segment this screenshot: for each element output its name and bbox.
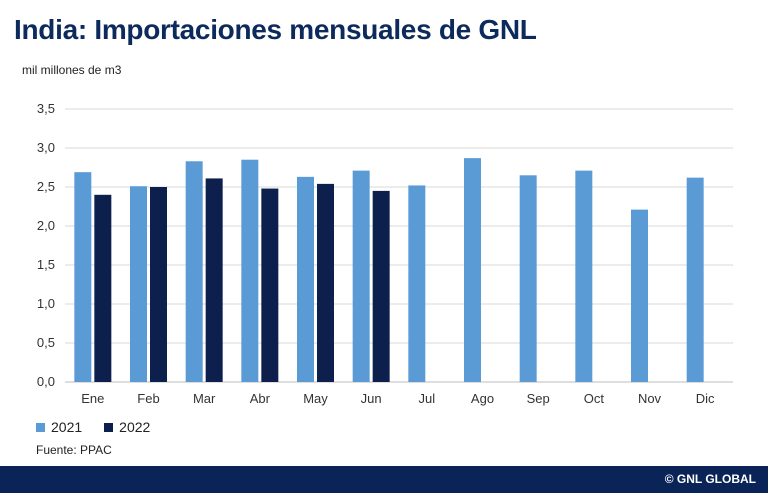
chart-legend: 2021 2022 xyxy=(36,419,150,435)
bar-2021-jul xyxy=(408,185,426,382)
x-tick-label-dic: Dic xyxy=(696,391,715,406)
bar-2022-mar xyxy=(205,178,223,382)
bar-2022-jun xyxy=(372,190,390,382)
footer-bar: © GNL GLOBAL xyxy=(0,466,768,493)
bar-2022-feb xyxy=(150,187,167,382)
x-tick-label-jun: Jun xyxy=(361,391,382,406)
bar-2021-feb xyxy=(130,186,147,382)
chart-title: India: Importaciones mensuales de GNL xyxy=(14,14,537,45)
copyright-label: © GNL GLOBAL xyxy=(664,472,756,486)
bar-2021-mar xyxy=(185,161,203,382)
x-tick-label-oct: Oct xyxy=(584,391,605,406)
x-tick-label-sep: Sep xyxy=(527,391,550,406)
bar-2021-oct xyxy=(575,170,593,382)
bar-2022-abr xyxy=(261,188,279,382)
legend-swatch-2021 xyxy=(36,422,45,432)
bar-2021-abr xyxy=(241,159,259,382)
bar-2022-may xyxy=(317,183,334,382)
y-tick-label: 1,5 xyxy=(37,257,55,272)
y-tick-label: 2,0 xyxy=(37,218,55,233)
y-tick-label: 2,5 xyxy=(37,179,55,194)
x-tick-label-abr: Abr xyxy=(250,391,271,406)
legend-label-2021: 2021 xyxy=(51,419,83,435)
bar-2021-may xyxy=(297,176,314,382)
y-axis-unit-label: mil millones de m3 xyxy=(22,63,122,77)
y-tick-label: 3,5 xyxy=(37,101,55,116)
x-tick-label-feb: Feb xyxy=(137,391,159,406)
y-tick-label: 0,0 xyxy=(37,374,55,389)
x-tick-label-ago: Ago xyxy=(471,391,494,406)
legend-swatch-2022 xyxy=(104,422,114,432)
x-tick-label-ene: Ene xyxy=(81,391,104,406)
bar-2021-dic xyxy=(686,177,704,382)
y-tick-label: 3,0 xyxy=(37,140,55,155)
legend-item-2021: 2021 xyxy=(36,419,82,435)
x-tick-label-jul: Jul xyxy=(419,391,436,406)
x-tick-label-nov: Nov xyxy=(638,391,662,406)
bar-2021-ago xyxy=(464,158,481,382)
x-tick-label-may: May xyxy=(303,391,328,406)
x-tick-label-mar: Mar xyxy=(193,391,216,406)
bar-2021-sep xyxy=(519,175,537,382)
bar-2021-nov xyxy=(631,209,648,382)
y-tick-label: 1,0 xyxy=(37,296,55,311)
bar-2022-ene xyxy=(94,194,112,382)
legend-label-2022: 2022 xyxy=(119,419,151,435)
legend-item-2022: 2022 xyxy=(104,419,150,435)
source-note: Fuente: PPAC xyxy=(36,443,112,457)
y-tick-label: 0,5 xyxy=(37,335,55,350)
bar-2021-jun xyxy=(352,170,370,382)
bar-chart: 0,0 0,5 1,0 1,5 2,0 2,5 3,0 3,5 Ene Feb Mar Abr May J… xyxy=(37,101,733,406)
bar-2021-ene xyxy=(74,172,92,382)
